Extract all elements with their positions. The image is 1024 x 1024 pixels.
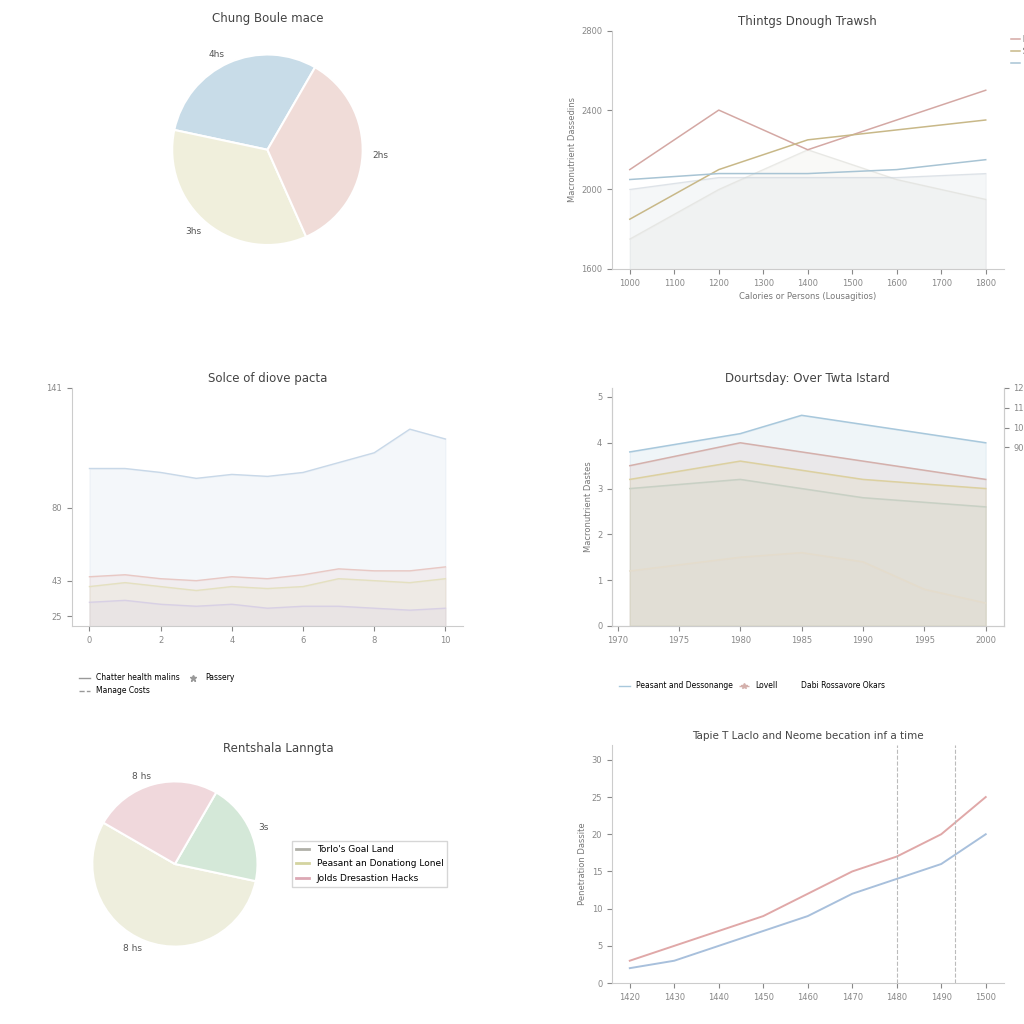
Dabi Rossavore Okars — [734, 455, 746, 467]
Legend: Houlth Rasargreage, Seed Drops, Kastms: Houlth Rasargreage, Seed Drops, Kastms — [1012, 35, 1024, 68]
Seed Drops — [713, 164, 725, 176]
Peasant and Dessonange — [919, 427, 931, 439]
Title: Dourtsday: Over Twta Istard: Dourtsday: Over Twta Istard — [725, 373, 890, 385]
Peasant and Dessonange — [980, 436, 992, 449]
X-axis label: Calories or Persons (Lousagitios): Calories or Persons (Lousagitios) — [739, 292, 877, 301]
Peasant and Dessonange — [857, 419, 869, 431]
Dabi Rossavore Okars — [919, 478, 931, 490]
Kastms — [624, 173, 636, 185]
Houlth Rasargreage — [891, 114, 903, 126]
Lovell — [796, 445, 808, 458]
Houlth Rasargreage — [713, 104, 725, 117]
Houlth Rasargreage — [802, 143, 814, 156]
Title: Solce of diove pacta: Solce of diove pacta — [208, 373, 327, 385]
Lovell — [919, 464, 931, 476]
Line: Peasant and Dessonange: Peasant and Dessonange — [630, 416, 986, 452]
Wedge shape — [175, 793, 257, 882]
Kastms — [980, 154, 992, 166]
Text: 8 hs: 8 hs — [123, 944, 142, 953]
Title: Thintgs Dnough Trawsh: Thintgs Dnough Trawsh — [738, 15, 878, 29]
Legend: Peasant and Dessonange, Lovell, Dabi Rossavore Okars: Peasant and Dessonange, Lovell, Dabi Ros… — [615, 679, 888, 693]
Wedge shape — [174, 54, 315, 150]
Kastms — [713, 168, 725, 180]
Text: 2hs: 2hs — [372, 151, 388, 160]
Wedge shape — [92, 822, 256, 946]
Title: Rentshala Lanngta: Rentshala Lanngta — [223, 742, 334, 756]
Text: 8 hs: 8 hs — [132, 772, 152, 780]
Kastms — [891, 164, 903, 176]
Peasant and Dessonange — [624, 445, 636, 458]
Peasant and Dessonange — [796, 410, 808, 422]
Lovell — [734, 436, 746, 449]
Legend: Torlo's Goal Land, Peasant an Donationg Lonel, Jolds Dresastion Hacks: Torlo's Goal Land, Peasant an Donationg … — [292, 842, 446, 887]
Line: Kastms: Kastms — [630, 160, 986, 179]
Wedge shape — [267, 68, 362, 237]
Legend: Chatter health malins, Manage Costs, Passery: Chatter health malins, Manage Costs, Pas… — [76, 671, 238, 698]
Text: 3s: 3s — [258, 822, 268, 831]
Peasant and Dessonange — [734, 427, 746, 439]
Line: Dabi Rossavore Okars: Dabi Rossavore Okars — [630, 461, 986, 488]
Kastms — [802, 168, 814, 180]
Title: Chung Boule mace: Chung Boule mace — [212, 12, 324, 26]
Houlth Rasargreage — [980, 84, 992, 96]
Lovell — [624, 460, 636, 472]
Line: Lovell: Lovell — [630, 442, 986, 479]
Seed Drops — [802, 134, 814, 146]
Wedge shape — [103, 781, 216, 864]
Y-axis label: Penetration Dassite: Penetration Dassite — [579, 822, 588, 905]
Line: Houlth Rasargreage: Houlth Rasargreage — [630, 90, 986, 170]
Houlth Rasargreage — [624, 164, 636, 176]
Y-axis label: Macronutrient Dastes: Macronutrient Dastes — [584, 462, 593, 552]
Dabi Rossavore Okars — [857, 473, 869, 485]
Title: Tapie T Laclo and Neome becation inf a time: Tapie T Laclo and Neome becation inf a t… — [692, 731, 924, 741]
Lovell — [857, 455, 869, 467]
Seed Drops — [980, 114, 992, 126]
Seed Drops — [891, 124, 903, 136]
Y-axis label: Macronutrient Dassedins: Macronutrient Dassedins — [568, 97, 577, 203]
Lovell — [980, 473, 992, 485]
Wedge shape — [172, 130, 306, 245]
Dabi Rossavore Okars — [624, 473, 636, 485]
Seed Drops — [624, 213, 636, 225]
Dabi Rossavore Okars — [980, 482, 992, 495]
Text: 4hs: 4hs — [209, 49, 225, 58]
Dabi Rossavore Okars — [796, 464, 808, 476]
Line: Seed Drops: Seed Drops — [630, 120, 986, 219]
Text: 3hs: 3hs — [185, 226, 202, 236]
